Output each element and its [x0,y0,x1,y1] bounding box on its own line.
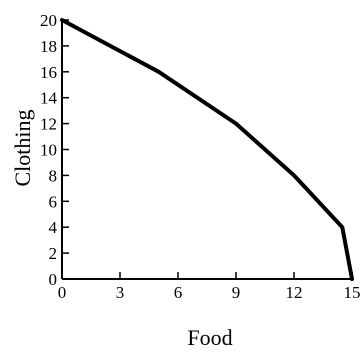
axes [61,20,352,280]
x-tick-label: 0 [58,283,67,302]
y-tick-label: 16 [40,63,57,82]
y-tick-label: 0 [49,270,58,289]
y-tick-label: 6 [49,192,58,211]
y-tick-label: 18 [40,37,57,56]
ppf-curve [60,18,354,281]
y-axis-title: Clothing [10,109,35,186]
y-tick-label: 10 [40,141,57,160]
x-tick-label: 3 [116,283,125,302]
x-tick-label: 12 [286,283,303,302]
y-tick-label: 8 [49,166,58,185]
y-tick-label: 4 [49,218,58,237]
y-tick-label: 2 [49,244,58,263]
ticks: 0 2 4 6 8 10 12 14 16 18 20 0 3 6 9 12 15 [40,11,361,302]
x-tick-label: 9 [232,283,241,302]
x-tick-label: 15 [344,283,361,302]
y-tick-label: 12 [40,115,57,134]
series [60,18,354,281]
y-tick-label: 14 [40,89,58,108]
y-tick-label: 20 [40,11,57,30]
x-tick-label: 6 [174,283,183,302]
x-axis-title: Food [187,325,232,350]
